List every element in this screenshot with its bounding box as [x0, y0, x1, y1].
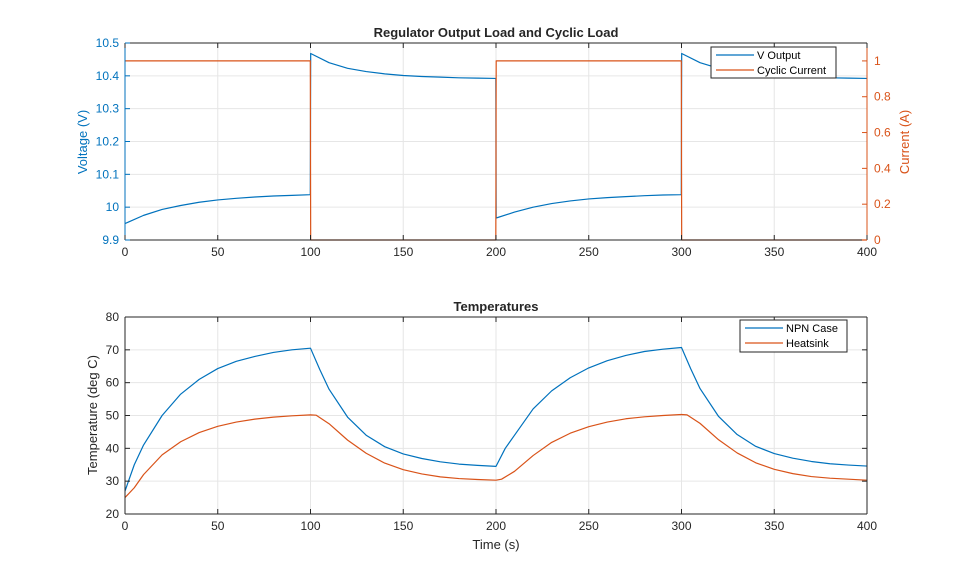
legend-label: NPN Case — [786, 323, 838, 335]
x-tick-label: 200 — [486, 245, 506, 259]
x-tick-label: 150 — [393, 519, 413, 533]
x-tick-label: 150 — [393, 245, 413, 259]
y-tick-label: 50 — [106, 409, 120, 423]
series-line-cyclic-current — [125, 60, 867, 241]
plot-temperatures: Temperatures Temperature (deg C) Time (s… — [85, 299, 877, 552]
legend-box — [739, 319, 848, 353]
y-tick-label: 10.3 — [96, 102, 120, 116]
x-tick-label: 300 — [671, 245, 691, 259]
x-tick-label: 50 — [211, 519, 225, 533]
x-tick-label: 100 — [300, 519, 320, 533]
y-tick-label: 10.2 — [96, 135, 120, 149]
y-tick-label: 60 — [106, 376, 120, 390]
y-axis-label-current: Current (A) — [897, 110, 912, 174]
x-tick-label: 400 — [857, 245, 877, 259]
y-tick-label-right: 0.8 — [874, 90, 891, 104]
y-tick-label: 10.4 — [96, 69, 120, 83]
y-tick-label: 80 — [106, 310, 120, 324]
y-tick-label-right: 1 — [874, 54, 881, 68]
legend-label: Cyclic Current — [757, 65, 826, 77]
y-tick-label: 30 — [106, 474, 120, 488]
x-tick-label: 200 — [486, 519, 506, 533]
chart-title-regulator: Regulator Output Load and Cyclic Load — [374, 25, 619, 40]
chart-title-temperatures: Temperatures — [453, 299, 538, 314]
y-tick-label: 70 — [106, 343, 120, 357]
x-tick-label: 250 — [579, 245, 599, 259]
x-tick-label: 300 — [671, 519, 691, 533]
series-line-heatsink — [124, 413, 868, 498]
x-tick-label: 0 — [122, 245, 129, 259]
y-tick-label-right: 0.4 — [874, 161, 891, 175]
x-tick-label: 100 — [300, 245, 320, 259]
legend: V Output Cyclic Current — [710, 46, 837, 79]
x-tick-label: 250 — [579, 519, 599, 533]
x-axis-label-time: Time (s) — [472, 537, 519, 552]
legend: NPN Case Heatsink — [739, 319, 848, 353]
y-tick-label: 20 — [106, 507, 120, 521]
y-axis-label-temperature: Temperature (deg C) — [85, 355, 100, 475]
plot-regulator-output: Regulator Output Load and Cyclic Load Vo… — [75, 25, 912, 259]
series-line-npn-case — [124, 346, 868, 492]
y-tick-label: 10.1 — [96, 167, 120, 181]
legend-label: V Output — [757, 50, 800, 62]
y-tick-label: 9.9 — [102, 233, 119, 247]
y-tick-label: 10 — [106, 200, 120, 214]
y-tick-label-right: 0 — [874, 233, 881, 247]
x-tick-label: 400 — [857, 519, 877, 533]
x-tick-label: 50 — [211, 245, 225, 259]
y-tick-label-right: 0.2 — [874, 197, 891, 211]
x-tick-label: 0 — [122, 519, 129, 533]
y-tick-label: 40 — [106, 441, 120, 455]
legend-box — [710, 46, 837, 79]
x-tick-label: 350 — [764, 245, 784, 259]
y-tick-label-right: 0.6 — [874, 126, 891, 140]
y-tick-label: 10.5 — [96, 36, 120, 50]
legend-label: Heatsink — [786, 338, 829, 350]
x-tick-label: 350 — [764, 519, 784, 533]
y-axis-label-voltage: Voltage (V) — [75, 110, 90, 174]
